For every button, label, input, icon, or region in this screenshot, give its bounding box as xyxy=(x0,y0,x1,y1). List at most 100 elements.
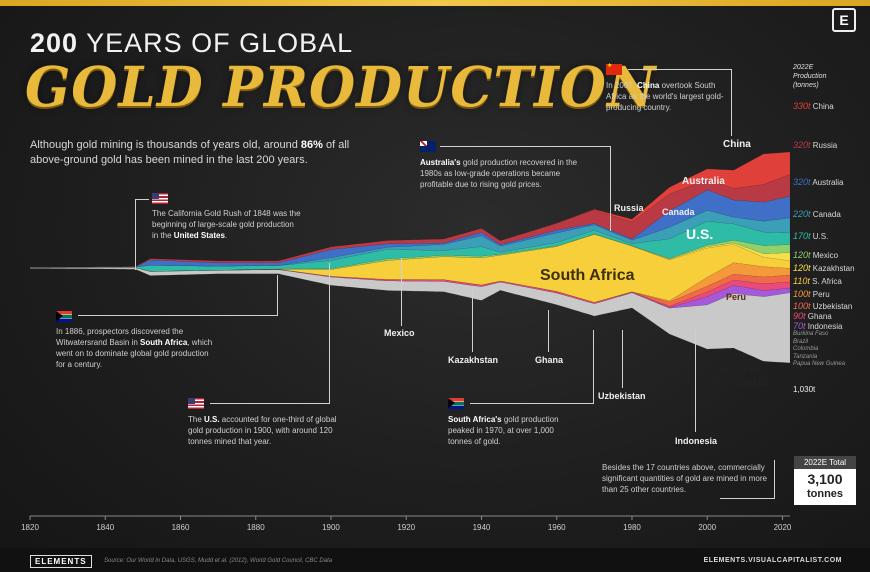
area-label-us: U.S. xyxy=(686,226,714,242)
callout-us1900: The U.S. accounted for one-third of glob… xyxy=(188,415,337,446)
leader-indonesia xyxy=(695,330,696,432)
value: 100t xyxy=(793,289,811,299)
country-name: S. Africa xyxy=(809,277,842,286)
small-country: Brazil xyxy=(793,338,809,345)
value: 100t xyxy=(793,301,811,311)
country-name: Uzbekistan xyxy=(810,302,853,311)
callout-china: In 2007, China overtook South Africa as … xyxy=(606,81,724,112)
production-header: 2022E Production (tonnes) xyxy=(793,64,827,89)
country-name: Kazakhstan xyxy=(810,264,855,273)
gold-top-bar xyxy=(0,0,870,6)
series-rest-of-the-world xyxy=(29,267,791,364)
country-name: Russia xyxy=(810,141,838,150)
title-line1: 200 YEARS OF GLOBAL xyxy=(30,28,354,58)
total-unit: tonnes xyxy=(806,488,844,500)
country-name: Peru xyxy=(810,290,830,299)
country-name: U.S. xyxy=(810,232,829,241)
site-url: ELEMENTS.VISUALCAPITALIST.COM xyxy=(703,557,842,564)
total-header: 2022E Total xyxy=(794,456,856,469)
country-name: Canada xyxy=(810,210,841,219)
total-number: 3,100 xyxy=(807,471,843,487)
footer-bar xyxy=(0,548,870,572)
x-tick-label: 1960 xyxy=(548,523,566,532)
value: 170t xyxy=(793,231,811,241)
x-tick-label: 1920 xyxy=(397,523,415,532)
country-value-u-s-: 170t U.S. xyxy=(793,231,828,241)
small-country-list: Burkina Faso Brazil Colombia Tanzania Papua … xyxy=(793,331,845,369)
leader-kazakhstan xyxy=(472,290,473,352)
x-tick-label: 1860 xyxy=(172,523,190,532)
total-box: 2022E Total 3,100 tonnes xyxy=(794,456,856,506)
x-tick-label: 1840 xyxy=(96,523,114,532)
country-name: Australia xyxy=(810,178,844,187)
small-country: Papua New Guinea xyxy=(793,361,846,367)
leader-uzbekistan xyxy=(622,330,623,388)
leader-australia xyxy=(440,146,611,231)
australia-flag-icon xyxy=(420,141,436,152)
country-value-peru: 100t Peru xyxy=(793,289,830,299)
area-label-canada: Canada xyxy=(662,207,695,217)
value: 120t xyxy=(793,263,811,273)
rest-value: 1,030t xyxy=(793,385,816,394)
total-value: 3,100 tonnes xyxy=(794,469,856,505)
country-value-canada: 220t Canada xyxy=(793,209,841,219)
small-country: Colombia xyxy=(793,346,819,352)
source-text: Source: Our World in Data, USGS, Mudd et… xyxy=(104,558,333,564)
elements-logo-icon: E xyxy=(832,8,856,32)
value: 320t xyxy=(793,177,811,187)
callout-sa1970: South Africa's gold production peaked in… xyxy=(448,415,559,446)
small-country: Tanzania xyxy=(793,353,818,360)
label-mexico: Mexico xyxy=(384,328,415,338)
country-value-ghana: 90t Ghana xyxy=(793,311,832,321)
value: 320t xyxy=(793,140,811,150)
value: 220t xyxy=(793,209,811,219)
callout-witwatersrand: In 1886, prospectors discovered the Witw… xyxy=(56,327,213,369)
leader-witwatersrand xyxy=(78,275,278,316)
rest-line1: Rest of xyxy=(720,362,762,376)
leader-sa1970 xyxy=(470,330,594,404)
label-kazakhstan: Kazakhstan xyxy=(448,355,499,365)
callout-australia: Australia's gold production recovered in… xyxy=(420,158,578,189)
country-value-russia: 320t Russia xyxy=(793,140,837,150)
value: 330t xyxy=(793,101,811,111)
x-tick-label: 1880 xyxy=(247,523,265,532)
label-ghana: Ghana xyxy=(535,355,564,365)
china-flag-icon xyxy=(606,62,622,75)
area-label-russia: Russia xyxy=(614,203,644,213)
x-tick-label: 1900 xyxy=(322,523,340,532)
us-flag-icon-2 xyxy=(188,398,204,409)
area-label-peru: Peru xyxy=(726,292,747,302)
country-value-uzbekistan: 100t Uzbekistan xyxy=(793,301,852,311)
country-name: Indonesia xyxy=(805,322,843,331)
south-africa-flag-icon-2 xyxy=(448,398,464,409)
x-tick-label: 1820 xyxy=(21,523,39,532)
area-label-australia: Australia xyxy=(682,176,725,187)
leader-others xyxy=(720,460,775,499)
us-flag-icon xyxy=(152,193,168,204)
x-tick-label: 1940 xyxy=(473,523,491,532)
value: 90t xyxy=(793,311,806,321)
label-uzbekistan: Uzbekistan xyxy=(598,391,646,401)
area-label-south-africa: South Africa xyxy=(540,267,635,284)
title-line2: GOLD PRODUCTION xyxy=(25,54,657,120)
callout-california: The California Gold Rush of 1848 was the… xyxy=(152,209,301,240)
x-tick-label: 2020 xyxy=(774,523,792,532)
label-indonesia: Indonesia xyxy=(675,436,718,446)
leader-california xyxy=(135,199,149,270)
area-label-china: China xyxy=(723,139,751,150)
country-name: China xyxy=(810,102,834,111)
country-value-indonesia: 70t Indonesia xyxy=(793,321,842,331)
value: 70t xyxy=(793,321,806,331)
leader-china xyxy=(628,69,732,136)
leader-ghana xyxy=(548,310,549,352)
leader-mexico xyxy=(401,258,402,326)
country-value-mexico: 120t Mexico xyxy=(793,250,838,260)
value: 120t xyxy=(793,250,811,260)
country-name: Mexico xyxy=(810,251,839,260)
x-tick-label: 1980 xyxy=(623,523,641,532)
country-name: Ghana xyxy=(805,312,832,321)
rest-line2: the World xyxy=(713,375,769,389)
country-value-s-africa: 110t S. Africa xyxy=(793,276,842,286)
value: 110t xyxy=(793,276,810,286)
